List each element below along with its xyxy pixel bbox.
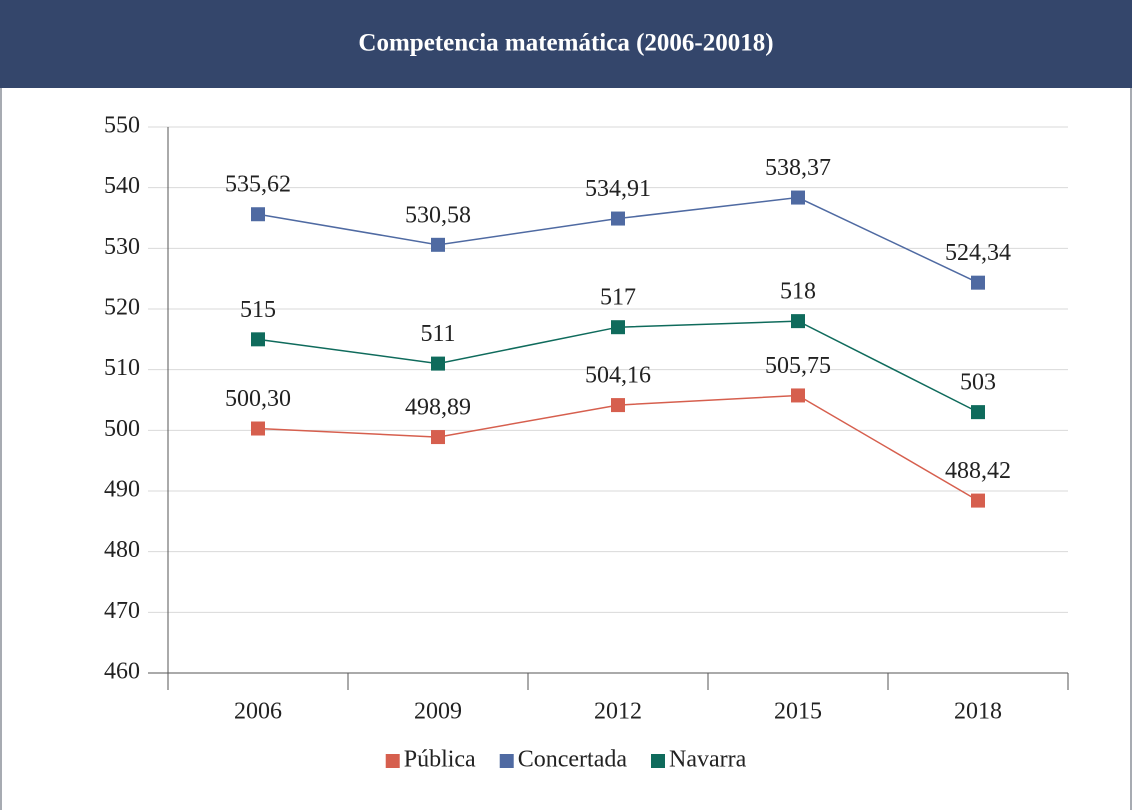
point [431, 430, 445, 445]
data-label: 524,34 [945, 240, 1011, 266]
y-tick-label: 460 [104, 659, 140, 685]
title-bar [0, 0, 1132, 88]
y-tick-label: 550 [104, 113, 140, 139]
y-tick-label: 490 [104, 477, 140, 503]
x-tick-label: 2018 [954, 699, 1002, 725]
point [611, 320, 625, 335]
data-label: 504,16 [585, 363, 651, 389]
y-tick-label: 470 [104, 598, 140, 624]
point [251, 421, 265, 436]
point [791, 314, 805, 329]
point [431, 356, 445, 371]
data-label: 503 [960, 370, 996, 396]
point [971, 275, 985, 290]
data-label: 535,62 [225, 172, 291, 198]
y-tick-label: 530 [104, 234, 140, 260]
data-label: 500,30 [225, 386, 291, 412]
point [251, 332, 265, 347]
legend-swatch [651, 754, 665, 768]
legend-label: Pública [404, 747, 476, 773]
point [791, 190, 805, 205]
point [431, 237, 445, 252]
point [611, 211, 625, 226]
data-label: 538,37 [765, 155, 831, 181]
x-tick-label: 2012 [594, 699, 642, 725]
point [791, 388, 805, 403]
y-tick-label: 500 [104, 416, 140, 442]
y-tick-label: 480 [104, 537, 140, 563]
data-label: 498,89 [405, 395, 471, 421]
x-tick-label: 2015 [774, 699, 822, 725]
x-tick-label: 2006 [234, 699, 282, 725]
data-label: 530,58 [405, 202, 471, 228]
y-tick-label: 520 [104, 295, 140, 321]
x-tick-label: 2009 [414, 699, 462, 725]
point [611, 398, 625, 413]
series-line [257, 196, 979, 284]
y-tick-label: 540 [104, 173, 140, 199]
data-label: 517 [600, 285, 636, 311]
legend-swatch [499, 754, 514, 768]
chart-title: Competencia matemática (2006-20018) [358, 30, 773, 57]
y-tick-label: 510 [104, 355, 140, 381]
legend-label: Navarra [669, 747, 747, 773]
legend-label: Concertada [518, 747, 628, 773]
point [251, 207, 265, 222]
point [971, 405, 985, 420]
data-label: 488,42 [945, 458, 1011, 484]
data-label: 515 [240, 297, 276, 323]
data-label: 505,75 [765, 353, 831, 379]
data-label: 511 [420, 321, 455, 347]
legend-swatch [385, 754, 400, 768]
data-label: 518 [780, 279, 816, 305]
data-label: 534,91 [585, 176, 651, 202]
point [971, 493, 985, 508]
